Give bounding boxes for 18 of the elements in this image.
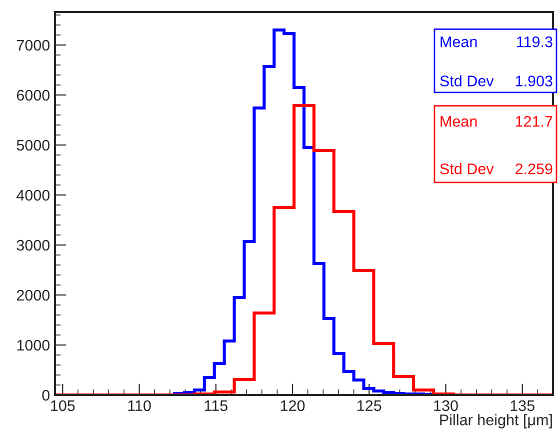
x-tick-label: 105 xyxy=(51,400,75,412)
x-tick-label: 110 xyxy=(128,400,151,412)
y-tick-label: 6000 xyxy=(16,90,50,101)
x-tick-label: 125 xyxy=(358,400,382,412)
y-tick-label: 2000 xyxy=(16,290,50,301)
y-tick-label: 0 xyxy=(42,390,50,401)
x-tick-label: 135 xyxy=(510,400,534,412)
text: Mean 119.3 Std Dev 1.903 xyxy=(440,36,552,86)
y-tick-label: 3000 xyxy=(16,240,50,251)
y-tick-label: 4000 xyxy=(16,190,50,201)
x-axis-title: Pillar height [μm] xyxy=(440,414,552,428)
y-tick-label: 1000 xyxy=(17,340,50,351)
x-tick-label: 120 xyxy=(280,400,305,412)
y-tick-label: 7000 xyxy=(16,40,50,51)
y-tick-label: 5000 xyxy=(16,140,50,151)
x-tick-label: 130 xyxy=(434,400,458,412)
x-tick-label: 115 xyxy=(204,400,228,412)
text: Mean 121.7 Std Dev 2.259 xyxy=(440,116,552,174)
